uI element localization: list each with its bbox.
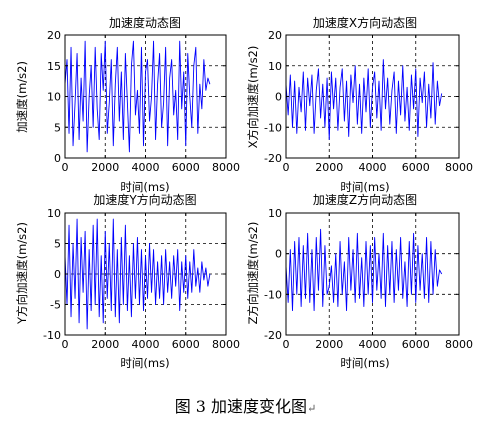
y-tick-label: 20	[47, 29, 61, 42]
x-tick-label: 4000	[359, 161, 387, 174]
x-tick-label: 0	[283, 161, 290, 174]
x-axis-label: 时间(ms)	[120, 356, 169, 370]
y-tick-label: 15	[47, 60, 61, 73]
y-tick-label: 0	[275, 248, 282, 261]
y-tick-label: 5	[54, 121, 61, 134]
x-axis-label: 时间(ms)	[340, 180, 389, 194]
y-tick-label: -10	[43, 329, 61, 342]
series-line	[64, 218, 211, 330]
y-tick-label: 20	[268, 29, 282, 42]
figure-caption: 图 3 加速度变化图↵	[0, 393, 491, 417]
y-tick-label: -10	[264, 121, 282, 134]
x-tick-label: 2000	[91, 161, 119, 174]
y-axis-label: 加速度(m/s2)	[15, 61, 29, 133]
y-tick-label: -20	[264, 152, 282, 165]
y-tick-label: -10	[264, 288, 282, 301]
x-tick-label: 4000	[359, 338, 387, 351]
y-tick-label: 10	[47, 91, 61, 104]
y-tick-label: -5	[50, 299, 61, 312]
y-tick-label: -20	[264, 329, 282, 342]
x-tick-label: 6000	[402, 338, 430, 351]
x-tick-label: 8000	[445, 161, 473, 174]
x-tick-label: 2000	[315, 161, 343, 174]
chart-panel-total: 加速度动态图 时间(ms) 加速度(m/s2) 0 2000 4000 6000 800…	[15, 15, 240, 194]
y-tick-label: 5	[54, 238, 61, 251]
y-tick-label: 10	[268, 207, 282, 220]
x-axis-label: 时间(ms)	[120, 180, 169, 194]
x-tick-label: 2000	[91, 338, 119, 351]
x-tick-label: 6000	[172, 161, 200, 174]
x-tick-label: 0	[283, 338, 290, 351]
x-tick-label: 8000	[212, 161, 240, 174]
y-axis-label: X方向加速度(m/s2)	[246, 46, 260, 149]
x-axis-label: 时间(ms)	[340, 356, 389, 370]
x-tick-label: 6000	[172, 338, 200, 351]
x-tick-label: 2000	[315, 338, 343, 351]
x-tick-label: 6000	[402, 161, 430, 174]
y-axis-label: Z方向加速度(m/s2)	[246, 222, 260, 325]
x-tick-label: 0	[62, 161, 69, 174]
y-axis-label: Y方向加速度(m/s2)	[15, 222, 29, 325]
y-tick-label: 10	[47, 207, 61, 220]
x-tick-label: 8000	[212, 338, 240, 351]
y-tick-label: 0	[275, 91, 282, 104]
series-line	[285, 228, 443, 312]
x-tick-label: 4000	[132, 338, 160, 351]
caption-return-mark: ↵	[307, 402, 317, 415]
chart-title: 加速度Y方向动态图	[93, 192, 196, 207]
chart-title: 加速度Z方向动态图	[313, 192, 417, 207]
x-tick-label: 0	[62, 338, 69, 351]
y-tick-label: 10	[268, 60, 282, 73]
chart-panel-y: 加速度Y方向动态图 时间(ms) Y方向加速度(m/s2) 0 2000 4000 6…	[15, 192, 240, 370]
series-line	[285, 59, 443, 141]
chart-title: 加速度X方向动态图	[313, 15, 417, 30]
y-tick-label: 0	[54, 152, 61, 165]
figure-caption-text: 图 3 加速度变化图	[174, 397, 308, 416]
chart-title: 加速度动态图	[109, 15, 181, 30]
chart-panel-x: 加速度X方向动态图 时间(ms) X方向加速度(m/s2) 0 2000 4000 6…	[246, 15, 473, 194]
x-tick-label: 8000	[445, 338, 473, 351]
y-tick-label: 0	[54, 268, 61, 281]
chart-panel-z: 加速度Z方向动态图 时间(ms) Z方向加速度(m/s2) 0 2000 4000 6…	[246, 192, 473, 370]
series-line	[64, 40, 211, 153]
x-tick-label: 4000	[132, 161, 160, 174]
